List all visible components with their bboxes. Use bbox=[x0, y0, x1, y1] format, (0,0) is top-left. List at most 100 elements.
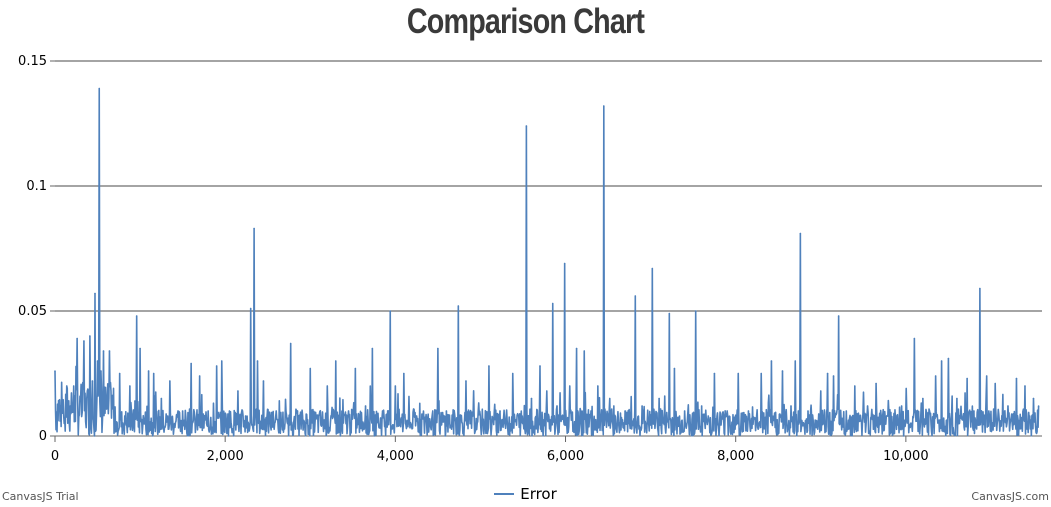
data-point bbox=[713, 372, 716, 375]
legend-swatch-error bbox=[494, 493, 515, 495]
data-point bbox=[511, 372, 514, 375]
data-point bbox=[108, 350, 111, 352]
data-point bbox=[381, 410, 384, 412]
data-point bbox=[1024, 385, 1026, 387]
data-point bbox=[694, 310, 697, 312]
data-point bbox=[190, 362, 192, 365]
data-point bbox=[275, 410, 278, 412]
data-point bbox=[1015, 377, 1018, 380]
data-point bbox=[563, 262, 566, 265]
data-point bbox=[215, 365, 218, 367]
data-point bbox=[499, 410, 501, 412]
data-point bbox=[747, 410, 750, 412]
data-point bbox=[770, 360, 773, 362]
data-point bbox=[113, 410, 116, 412]
data-point bbox=[54, 370, 56, 372]
data-point bbox=[326, 385, 329, 387]
data-point bbox=[160, 397, 163, 400]
data-point bbox=[668, 312, 671, 315]
data-point bbox=[597, 385, 599, 387]
data-point bbox=[575, 347, 578, 350]
data-point bbox=[539, 365, 541, 367]
data-point bbox=[317, 415, 320, 417]
y-tick-label: 0.05 bbox=[18, 304, 47, 319]
data-point bbox=[737, 372, 740, 375]
data-point bbox=[556, 405, 558, 407]
data-point bbox=[347, 410, 350, 412]
data-point bbox=[790, 405, 792, 407]
data-point bbox=[854, 385, 856, 387]
series-line-error bbox=[54, 87, 1040, 437]
data-point bbox=[465, 380, 467, 382]
data-point bbox=[169, 380, 171, 382]
data-point bbox=[799, 232, 802, 235]
data-point bbox=[888, 410, 890, 412]
data-point bbox=[139, 347, 141, 350]
data-point bbox=[426, 417, 429, 420]
data-point bbox=[207, 410, 209, 412]
series-error bbox=[54, 87, 1040, 437]
data-point bbox=[91, 380, 94, 382]
data-point bbox=[568, 385, 571, 387]
data-point bbox=[253, 227, 255, 230]
data-point bbox=[152, 372, 155, 375]
data-point bbox=[826, 372, 829, 375]
data-point bbox=[979, 287, 981, 290]
data-point bbox=[673, 367, 676, 370]
data-point bbox=[966, 377, 968, 380]
data-point bbox=[244, 415, 247, 417]
data-point bbox=[354, 367, 357, 370]
data-point bbox=[475, 417, 477, 420]
data-point bbox=[994, 382, 996, 385]
data-point bbox=[262, 380, 265, 382]
gridlines bbox=[55, 60, 1042, 312]
x-tick-label: 2,000 bbox=[207, 449, 244, 464]
canvasjs-trial-credit[interactable]: CanvasJS Trial bbox=[2, 490, 79, 503]
data-point bbox=[100, 370, 102, 372]
data-point bbox=[922, 397, 924, 400]
data-point bbox=[96, 360, 99, 362]
data-point bbox=[389, 310, 392, 312]
data-point bbox=[220, 360, 223, 362]
data-point bbox=[105, 405, 107, 407]
data-point bbox=[437, 347, 439, 350]
axes bbox=[50, 60, 1042, 442]
data-point bbox=[415, 415, 418, 417]
data-point bbox=[69, 405, 72, 407]
data-point bbox=[129, 385, 131, 387]
data-point bbox=[198, 375, 201, 377]
y-tick-label: 0.1 bbox=[26, 179, 47, 194]
data-point bbox=[845, 410, 848, 412]
data-point bbox=[72, 385, 75, 387]
data-point bbox=[807, 410, 809, 412]
data-point bbox=[1007, 405, 1009, 407]
x-tick-label: 4,000 bbox=[377, 449, 414, 464]
data-point bbox=[973, 410, 975, 412]
data-point bbox=[102, 350, 105, 352]
legend[interactable]: Error bbox=[0, 485, 1051, 503]
data-point bbox=[641, 405, 643, 407]
data-point bbox=[445, 410, 448, 412]
x-tick-label: 6,000 bbox=[547, 449, 584, 464]
data-point bbox=[296, 410, 299, 412]
data-point bbox=[940, 360, 943, 362]
data-point bbox=[181, 410, 184, 412]
data-point bbox=[700, 405, 703, 407]
data-point bbox=[525, 125, 528, 127]
data-point bbox=[83, 340, 85, 342]
canvasjs-com-credit[interactable]: CanvasJS.com bbox=[971, 490, 1049, 503]
data-point bbox=[947, 357, 950, 360]
data-point bbox=[488, 365, 490, 367]
data-point bbox=[590, 410, 592, 412]
data-point bbox=[530, 397, 533, 400]
data-point bbox=[76, 337, 78, 340]
data-point bbox=[658, 397, 660, 400]
data-point bbox=[624, 410, 626, 412]
x-tick-label: 0 bbox=[51, 449, 59, 464]
data-point bbox=[394, 385, 397, 387]
data-point bbox=[913, 337, 916, 340]
data-point bbox=[603, 105, 605, 107]
data-point bbox=[1032, 397, 1035, 400]
data-point bbox=[134, 400, 136, 402]
